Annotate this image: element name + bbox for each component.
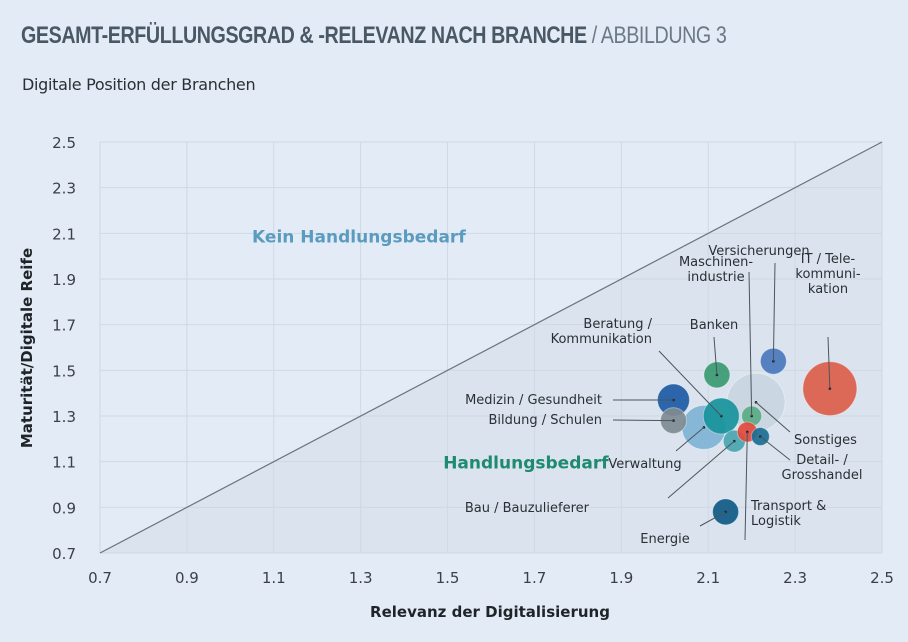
label-line: Grosshandel: [782, 468, 863, 483]
chart-subtitle: Digitale Position der Branchen: [22, 75, 256, 94]
label-sonstiges: Sonstiges: [794, 433, 857, 448]
label-line: Bau / Bauzulieferer: [465, 501, 590, 516]
label-bau-bauzulieferer: Bau / Bauzulieferer: [465, 501, 590, 516]
y-tick-label: 2.5: [52, 134, 76, 152]
y-axis-title: Maturität/Digitale Reife: [18, 248, 36, 448]
x-tick-label: 0.9: [175, 569, 199, 587]
y-tick-label: 1.5: [52, 362, 76, 380]
label-beratung-kommunikation: Beratung / Kommunikation: [551, 317, 653, 347]
leader-maschinenindustrie: [748, 271, 753, 417]
x-tick-label: 0.7: [88, 569, 112, 587]
label-verwaltung: Verwaltung: [608, 457, 681, 472]
bubble-center-dot: [715, 373, 719, 377]
label-transport-logistik: Transport & Logistik: [750, 499, 826, 529]
label-banken: Banken: [690, 318, 738, 333]
label-line: kation: [808, 282, 848, 297]
label-detail-grosshandel: Detail- / Grosshandel: [782, 453, 863, 483]
x-tick-label: 1.7: [523, 569, 547, 587]
x-tick-label: 2.5: [870, 569, 894, 587]
label-line: Verwaltung: [608, 457, 681, 472]
label-line: Banken: [690, 318, 738, 333]
reference-diagonal: [99, 141, 883, 554]
label-line: Sonstiges: [794, 433, 857, 448]
y-tick-label: 1.7: [52, 317, 76, 335]
chart-title: GESAMT-ERFÜLLUNGSGRAD & -RELEVANZ NACH B…: [21, 22, 727, 50]
leader-energie: [699, 511, 726, 527]
label-line: Detail- /: [796, 453, 848, 468]
y-tick-label: 1.3: [52, 408, 76, 426]
diagonal-line: [99, 141, 883, 554]
label-line: Medizin / Gesundheit: [465, 393, 602, 408]
leader-transport-logistik: [744, 431, 748, 541]
label-bildung-schulen: Bildung / Schulen: [489, 413, 603, 428]
label-line: IT / Tele-: [801, 252, 856, 267]
x-tick-label: 1.5: [436, 569, 460, 587]
bubble-center-dot: [672, 419, 675, 422]
x-tick-label: 1.3: [349, 569, 373, 587]
leader-verwaltung: [675, 427, 705, 452]
label-line: kommuni-: [795, 267, 860, 282]
label-medizin-gesundheit: Medizin / Gesundheit: [465, 393, 602, 408]
label-line: Energie: [640, 532, 689, 547]
label-versicherungen: Versicherungen: [708, 244, 809, 259]
label-line: Maschinen-: [679, 255, 753, 270]
x-tick-label: 1.1: [262, 569, 286, 587]
y-tick-label: 2.1: [52, 225, 76, 243]
chart-title-figure: / ABBILDUNG 3: [586, 22, 727, 49]
label-line: Logistik: [751, 514, 801, 529]
leader-bau-bauzulieferer: [667, 440, 735, 499]
bubble-center-dot: [828, 387, 832, 390]
label-line: Versicherungen: [708, 244, 809, 259]
label-maschinenindustrie: Maschinen-industrie: [679, 255, 753, 285]
label-energie: Energie: [640, 532, 689, 547]
leader-versicherungen: [772, 262, 776, 362]
label-line: Bildung / Schulen: [489, 413, 603, 428]
leader-detail-grosshandel: [760, 436, 791, 461]
leader-banken: [713, 336, 718, 375]
x-tick-label: 1.9: [609, 569, 633, 587]
x-tick-label: 2.1: [696, 569, 720, 587]
tick-labels: 0.7 0.9 1.1 1.3 1.5 1.7 1.9 2.1 2.3 2.5 2.5 2.3 2.1 1…: [52, 134, 894, 587]
y-tick-label: 0.7: [52, 545, 76, 563]
chart-title-main: GESAMT-ERFÜLLUNGSGRAD & -RELEVANZ NACH B…: [21, 22, 587, 49]
bubble-labels: IT / Tele-kommuni-kationVersicherungenBa…: [465, 244, 863, 547]
label-line: Transport &: [750, 499, 826, 514]
y-tick-label: 1.1: [52, 454, 76, 472]
x-axis-title: Relevanz der Digitalisierung: [370, 603, 610, 621]
y-tick-label: 2.3: [52, 180, 76, 198]
zone-label-action: Handlungsbedarf: [443, 454, 609, 474]
leader-bildung-schulen: [612, 419, 674, 422]
label-it-tele-kommuni-kation: IT / Tele-kommuni-kation: [795, 252, 860, 297]
label-line: Beratung /: [583, 317, 652, 332]
zone-labels: Kein Handlungsbedarf Handlungsbedarf: [252, 227, 609, 473]
y-tick-label: 0.9: [52, 499, 76, 517]
leader-lines: [612, 262, 831, 541]
label-line: Kommunikation: [551, 332, 652, 347]
y-tick-label: 1.9: [52, 271, 76, 289]
x-tick-label: 2.3: [783, 569, 807, 587]
label-line: industrie: [687, 270, 744, 285]
leader-it-tele-kommuni-kation: [827, 336, 831, 389]
zone-label-no-action: Kein Handlungsbedarf: [252, 227, 466, 247]
leader-beratung-kommunikation: [658, 350, 722, 417]
leader-sonstiges: [755, 401, 791, 433]
